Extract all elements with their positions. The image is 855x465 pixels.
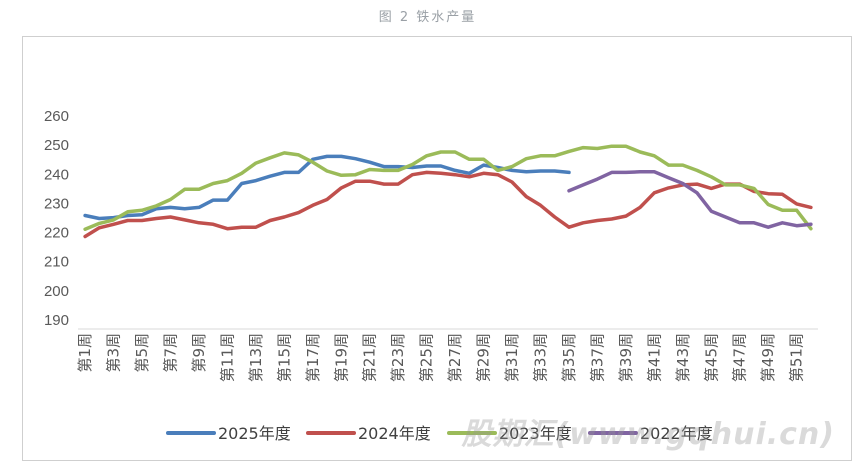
- legend-label: 2025年度: [218, 424, 291, 443]
- x-tick-label: 第47周: [731, 333, 749, 382]
- y-tick-label: 250: [44, 137, 69, 154]
- x-tick-label: 第11周: [218, 333, 236, 382]
- x-tick-label: 第37周: [588, 333, 606, 382]
- x-tick-label: 第5周: [133, 333, 151, 373]
- x-tick-label: 第7周: [162, 333, 180, 373]
- x-tick-label: 第49周: [759, 333, 777, 382]
- chart-frame: [22, 36, 852, 461]
- x-tick-label: 第41周: [645, 333, 663, 382]
- x-tick-label: 第3周: [105, 333, 123, 373]
- x-tick-label: 第25周: [418, 333, 436, 382]
- legend-label: 2023年度: [499, 424, 572, 443]
- x-tick-label: 第13周: [247, 333, 265, 382]
- y-tick-label: 200: [44, 283, 69, 300]
- x-tick-label: 第33周: [532, 333, 550, 382]
- x-tick-label: 第19周: [332, 333, 350, 382]
- x-tick-label: 第21周: [361, 333, 379, 382]
- y-tick-label: 260: [44, 108, 69, 125]
- series-line: [83, 144, 813, 231]
- x-tick-label: 第23周: [389, 333, 407, 382]
- x-tick-label: 第9周: [190, 333, 208, 373]
- watermark: 股期汇(www.gqhui.cn): [461, 417, 835, 452]
- x-tick-label: 第31周: [503, 333, 521, 382]
- y-tick-label: 220: [44, 225, 69, 242]
- series-line: [83, 170, 813, 239]
- x-tick-label: 第35周: [560, 333, 578, 382]
- y-tick-label: 210: [44, 254, 69, 271]
- x-tick-label: 第51周: [788, 333, 806, 382]
- x-tick-label: 第39周: [617, 333, 635, 382]
- x-tick-label: 第43周: [674, 333, 692, 382]
- x-tick-label: 第17周: [304, 333, 322, 382]
- legend-label: 2022年度: [640, 424, 713, 443]
- y-tick-label: 240: [44, 166, 69, 183]
- y-tick-label: 230: [44, 195, 69, 212]
- x-tick-label: 第15周: [275, 333, 293, 382]
- x-tick-label: 第45周: [702, 333, 720, 382]
- figure-title: 图 2 铁水产量: [378, 10, 477, 25]
- series-line: [83, 154, 571, 221]
- x-tick-label: 第29周: [475, 333, 493, 382]
- series-line: [567, 170, 813, 229]
- legend-label: 2024年度: [358, 424, 431, 443]
- x-tick-label: 第27周: [446, 333, 464, 382]
- x-tick-label: 第1周: [76, 333, 94, 373]
- y-tick-label: 190: [44, 312, 69, 329]
